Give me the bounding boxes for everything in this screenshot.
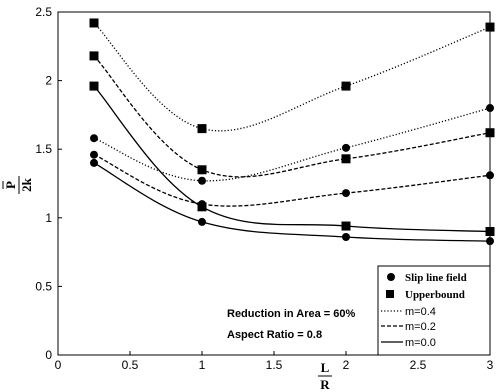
x-axis-ticks: 0 0.5 1 1.5 2 2.5 3 [55, 351, 494, 372]
legend-label-m04: m=0.4 [405, 306, 436, 318]
series-0 [90, 104, 494, 185]
data-point-square [485, 128, 495, 138]
y-axis-label-numerator: P [3, 181, 18, 189]
data-point-square [89, 51, 99, 61]
data-point-circle [486, 237, 494, 246]
data-point-square [341, 154, 351, 164]
x-tick-label: 0 [55, 358, 62, 372]
legend-marker-square [386, 290, 394, 298]
y-axis-ticks: 0 0.5 1 1.5 2 2.5 [35, 5, 62, 362]
data-point-circle [198, 176, 206, 185]
data-point-square [485, 22, 495, 32]
data-point-square [485, 227, 495, 237]
x-tick-label: 1 [199, 358, 206, 372]
x-axis-label-numerator: L [321, 360, 330, 375]
x-tick-label: 1.5 [266, 358, 283, 372]
data-point-square [197, 202, 207, 212]
y-tick-label: 1 [45, 211, 52, 225]
series-line [93, 85, 491, 233]
data-point-square [197, 124, 207, 134]
legend-box [377, 265, 491, 356]
legend-marker-circle [387, 273, 395, 281]
data-point-circle [486, 171, 494, 180]
x-tick-label: 2.5 [410, 358, 427, 372]
series-line [93, 162, 491, 242]
series-line [93, 55, 491, 178]
legend-label-slip-line: Slip line field [405, 272, 467, 284]
data-point-circle [90, 134, 98, 143]
series-3 [89, 18, 495, 134]
legend: Slip line field Upperbound m=0.4 m=0.2 m… [377, 265, 491, 356]
y-axis-label: P 2k [2, 176, 34, 194]
data-point-square [341, 221, 351, 231]
legend-label-m00: m=0.0 [405, 337, 436, 349]
y-tick-label: 0 [45, 348, 52, 362]
x-axis-label: L R [318, 360, 332, 392]
x-axis-label-denominator: R [320, 377, 330, 392]
x-tick-label: 3 [487, 358, 494, 372]
y-tick-label: 2.5 [35, 5, 52, 19]
data-point-circle [342, 189, 350, 198]
x-tick-label: 2 [343, 358, 350, 372]
data-point-circle [90, 158, 98, 167]
y-tick-label: 1.5 [35, 142, 52, 156]
series-line [93, 154, 491, 207]
series-4 [89, 51, 495, 178]
series-line [93, 22, 491, 132]
x-tick-label: 0.5 [122, 358, 139, 372]
annotation-reduction: Reduction in Area = 60% [227, 308, 355, 320]
legend-label-m02: m=0.2 [405, 321, 436, 333]
series-line [93, 107, 491, 182]
data-point-circle [198, 217, 206, 226]
series-group [89, 18, 495, 246]
data-point-square [89, 18, 99, 28]
legend-label-upperbound: Upperbound [405, 289, 465, 301]
y-axis-label-denominator: 2k [19, 177, 34, 192]
y-tick-label: 0.5 [35, 279, 52, 293]
data-point-square [89, 81, 99, 91]
data-point-circle [342, 233, 350, 242]
data-point-circle [90, 150, 98, 159]
data-point-square [341, 81, 351, 91]
data-point-circle [342, 143, 350, 152]
annotation-aspect-ratio: Aspect Ratio = 0.8 [227, 329, 322, 341]
data-point-circle [486, 104, 494, 113]
series-2 [90, 158, 494, 246]
data-point-square [197, 165, 207, 175]
y-tick-label: 2 [45, 74, 52, 88]
series-5 [89, 81, 495, 237]
